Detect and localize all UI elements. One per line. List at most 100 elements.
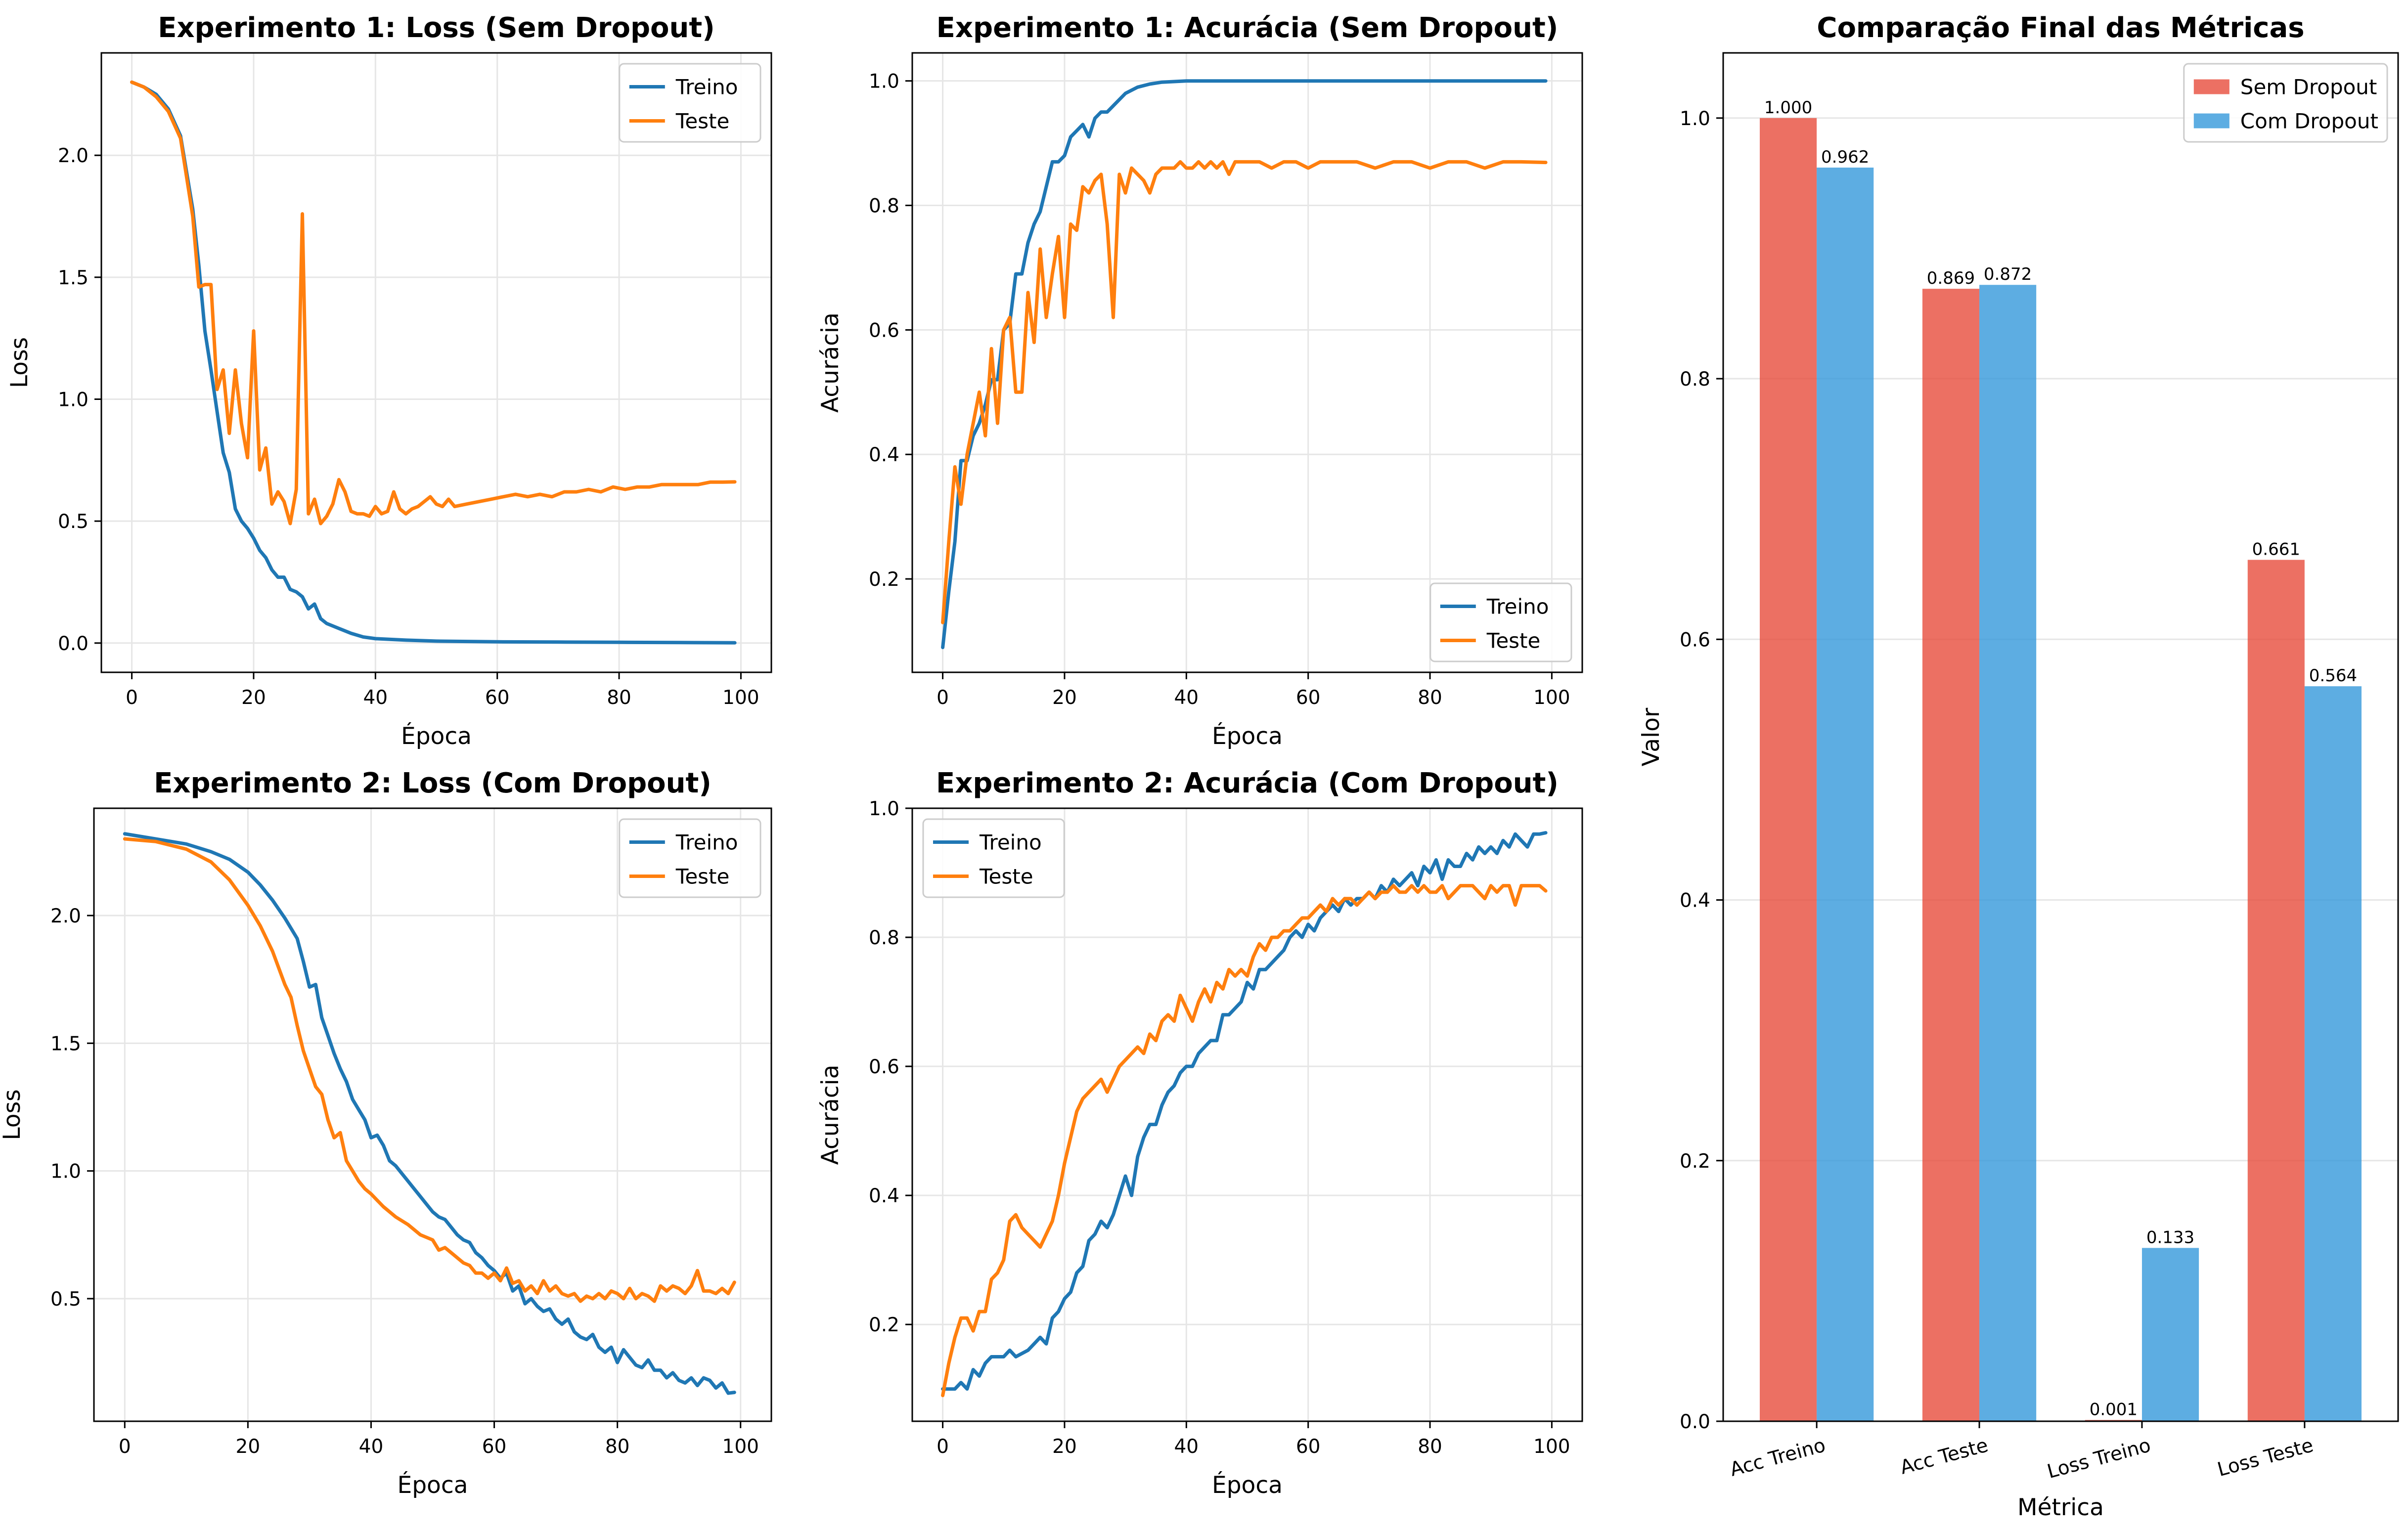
y-tick-label: 0.8: [869, 195, 899, 218]
legend-label-teste: Teste: [675, 865, 730, 889]
y-tick-label: 1.0: [50, 1161, 81, 1183]
series-line-teste: [130, 80, 737, 525]
y-tick-label: 0.8: [1680, 368, 1710, 391]
y-tick-label: 0.0: [58, 633, 89, 655]
x-tick-label: 0: [126, 687, 138, 709]
legend-label-sem-dropout: Sem Dropout: [2240, 75, 2377, 99]
legend-frame: [2183, 63, 2388, 143]
y-tick-label: 0.4: [869, 1185, 899, 1207]
chart-exp2-loss: 0 20 40 60 80 100 0.5 1.0 1.5 2.0 Treino Teste Exper…: [0, 767, 772, 1499]
x-tick-label: 20: [1052, 687, 1077, 709]
bar-value-label: 1.000: [1764, 98, 1812, 118]
y-tick-label: 2.0: [50, 905, 81, 927]
x-tick-label: 80: [607, 687, 631, 709]
series-line-treino: [941, 831, 1548, 1391]
legend-label-treino: Treino: [675, 831, 738, 855]
x-axis-label: Época: [1212, 723, 1283, 750]
x-tick-label: 60: [1296, 687, 1321, 709]
chart-exp1-loss: 0 20 40 60 80 100 0.0 0.5 1.0 1.5 2.0 Treino Teste Ex…: [6, 12, 772, 750]
series-line-teste: [123, 837, 736, 1303]
x-tick-label: 60: [485, 687, 510, 709]
chart-title: Experimento 2: Acurácia (Com Dropout): [936, 767, 1559, 799]
bar-value-label: 0.872: [1984, 264, 2032, 284]
bar-com-dropout-acc-treino: [1817, 167, 1874, 1421]
y-tick-label: 2.0: [58, 145, 89, 167]
y-axis-label: Acurácia: [817, 1065, 844, 1165]
y-tick-label: 0.4: [869, 444, 899, 466]
x-tick-label: 40: [363, 687, 388, 709]
chart-title: Experimento 2: Loss (Com Dropout): [154, 767, 712, 799]
legend-swatch: [2193, 113, 2230, 129]
bar-sem-dropout-acc-treino: [1760, 118, 1817, 1421]
x-tick-label: 0: [936, 1436, 949, 1458]
bar-value-label: 0.001: [2090, 1400, 2138, 1419]
bar-com-dropout-loss-treino: [2141, 1248, 2199, 1421]
y-tick-label: 0.4: [1680, 890, 1710, 912]
x-tick-label: 40: [1174, 687, 1199, 709]
x-axis-label: Métrica: [2017, 1494, 2104, 1521]
y-tick-label: 0.5: [50, 1288, 81, 1311]
legend-swatch: [2193, 79, 2230, 94]
bar-com-dropout-loss-teste: [2304, 686, 2362, 1421]
bar-value-label: 0.869: [1927, 268, 1975, 288]
y-tick-label: 0.5: [58, 511, 89, 533]
chart-title: Experimento 1: Loss (Sem Dropout): [158, 12, 714, 44]
bar-value-label: 0.564: [2309, 666, 2357, 686]
x-tick-label: 0: [119, 1436, 131, 1458]
x-tick-label: 20: [236, 1436, 261, 1458]
plot-frame: [911, 52, 1583, 673]
legend: Treino Teste: [922, 818, 1065, 898]
legend-label-teste: Teste: [979, 865, 1033, 889]
y-tick-label: 0.2: [869, 569, 899, 591]
x-tick-label: 80: [1418, 687, 1442, 709]
y-tick-label: 0.2: [869, 1314, 899, 1336]
legend-label-teste: Teste: [1486, 629, 1541, 653]
legend: Treino Teste: [619, 63, 761, 143]
x-tick-label: 20: [1052, 1436, 1077, 1458]
y-axis-label: Valor: [1638, 707, 1665, 766]
y-axis-label: Acurácia: [817, 312, 844, 413]
bar-com-dropout-acc-teste: [1979, 285, 2037, 1421]
chart-title: Comparação Final das Métricas: [1817, 12, 2304, 44]
series-line-teste: [941, 884, 1548, 1398]
bar-value-label: 0.133: [2146, 1227, 2194, 1247]
x-tick-label: 100: [722, 687, 759, 709]
y-tick-label: 0.6: [869, 319, 899, 342]
legend: Sem Dropout Com Dropout: [2183, 63, 2388, 143]
x-tick-label: 80: [1418, 1436, 1442, 1458]
x-tick-label: 40: [1174, 1436, 1199, 1458]
x-tick-label: 60: [482, 1436, 507, 1458]
chart-title: Experimento 1: Acurácia (Sem Dropout): [936, 12, 1559, 44]
legend-label-teste: Teste: [675, 109, 730, 133]
x-axis-label: Época: [401, 723, 472, 750]
y-tick-label: 1.0: [869, 71, 899, 93]
x-axis-label: Época: [398, 1472, 468, 1499]
plot-frame: [100, 52, 772, 673]
series-line-treino: [123, 832, 736, 1395]
bar-sem-dropout-loss-teste: [2247, 560, 2305, 1421]
y-tick-label: 0.6: [869, 1056, 899, 1078]
legend-label-com-dropout: Com Dropout: [2240, 109, 2378, 133]
plot-frame: [911, 807, 1583, 1422]
y-tick-label: 0.8: [869, 927, 899, 949]
x-tick-label: 60: [1296, 1436, 1321, 1458]
plot-frame: [93, 807, 772, 1422]
y-axis-label: Loss: [0, 1089, 26, 1140]
chart-exp1-accuracy: 0 20 40 60 80 100 0.2 0.4 0.6 0.8 1.0 Treino Teste Ex…: [817, 12, 1583, 750]
x-tick-label: 100: [722, 1436, 759, 1458]
y-tick-label: 1.0: [58, 389, 89, 411]
x-tick-label: 80: [605, 1436, 630, 1458]
legend-label-treino: Treino: [675, 75, 738, 99]
x-tick-label: 0: [936, 687, 949, 709]
legend: Treino Teste: [619, 818, 761, 898]
series-line-teste: [941, 160, 1548, 624]
y-tick-label: 1.5: [50, 1033, 81, 1055]
bar-value-label: 0.661: [2252, 539, 2300, 559]
y-tick-label: 0.0: [1680, 1411, 1710, 1433]
legend: Treino Teste: [1429, 582, 1572, 662]
bar-value-label: 0.962: [1821, 147, 1869, 167]
legend-label-treino: Treino: [979, 831, 1042, 855]
x-tick-label: 20: [241, 687, 266, 709]
legend-label-treino: Treino: [1486, 595, 1549, 619]
y-tick-label: 1.5: [58, 267, 89, 289]
